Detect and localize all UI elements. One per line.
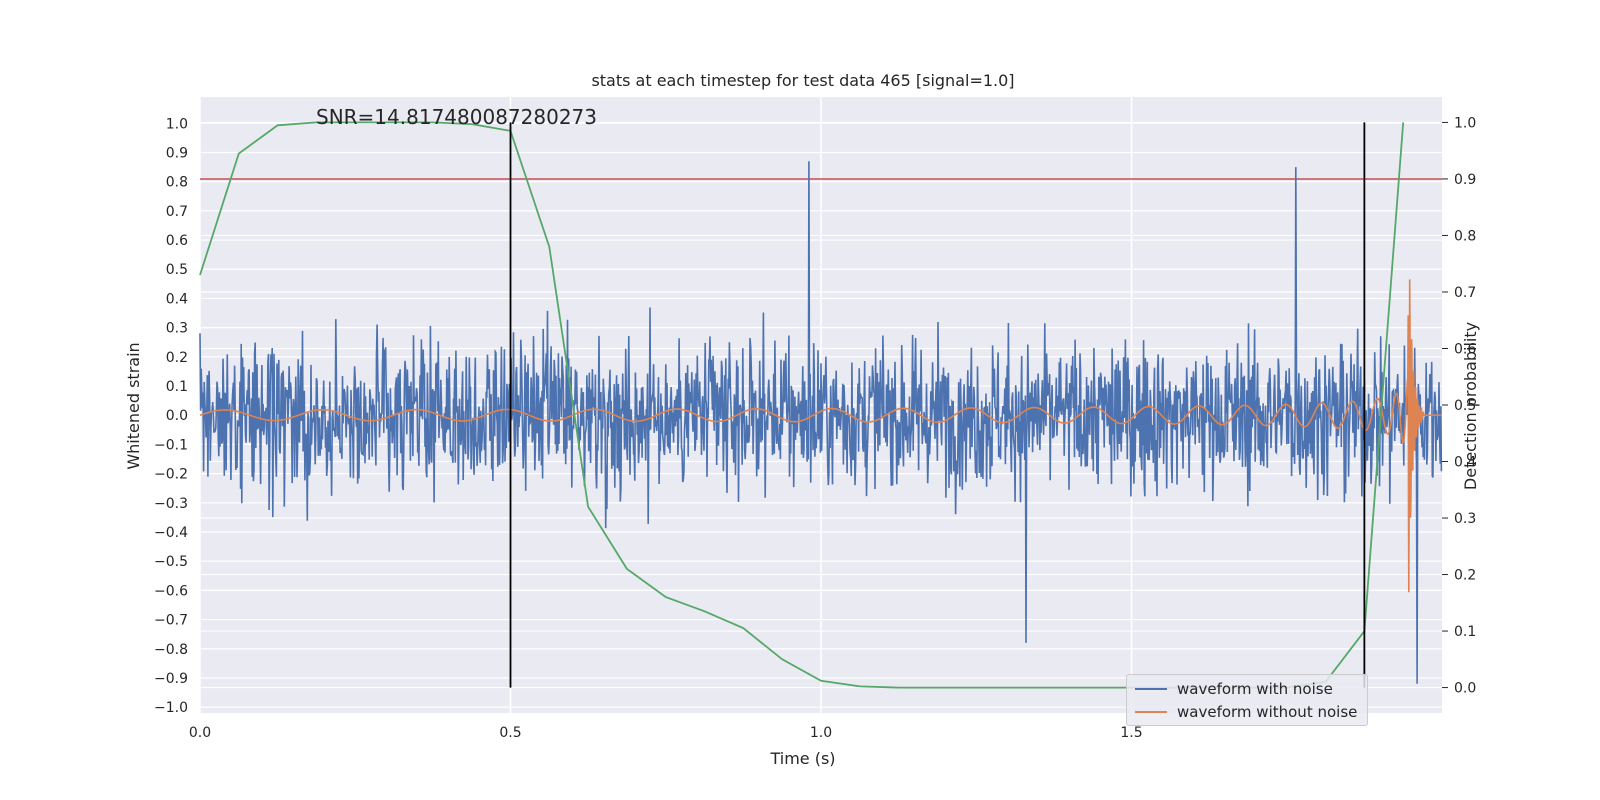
y-tick-label-right: 0.2: [1454, 568, 1476, 584]
y-tick-label-left: 0.3: [166, 321, 188, 337]
y-tick-label-left: −0.5: [154, 554, 188, 570]
y-tick-label-right: 0.5: [1454, 398, 1476, 414]
x-tick-label: 1.0: [810, 725, 832, 741]
y-tick-label-left: −0.6: [154, 583, 188, 599]
legend-label-noisy: waveform with noise: [1177, 680, 1333, 698]
snr-annotation: SNR=14.817480087280273: [316, 105, 597, 129]
y-tick-label-left: 0.1: [166, 379, 188, 395]
y-tick-label-left: −0.7: [154, 613, 188, 629]
y-tick-label-right: 0.0: [1454, 681, 1476, 697]
y-tick-label-left: −0.9: [154, 671, 188, 687]
y-tick-label-left: 0.2: [166, 350, 188, 366]
y-tick-label-right: 0.1: [1454, 624, 1476, 640]
y-tick-label-left: 0.8: [166, 175, 188, 191]
x-axis-label: Time (s): [769, 749, 835, 768]
legend-item-clean: waveform without noise: [1135, 702, 1357, 722]
legend-swatch-clean: [1135, 711, 1167, 713]
y-tick-label-right: 0.7: [1454, 285, 1476, 301]
y-tick-label-left: 1.0: [166, 116, 188, 132]
legend-label-clean: waveform without noise: [1177, 703, 1358, 721]
y-tick-label-left: −0.4: [154, 525, 188, 541]
y-tick-label-right: 0.6: [1454, 341, 1476, 357]
y-tick-label-right: 0.3: [1454, 511, 1476, 527]
marker-lines: [509, 122, 1366, 688]
x-tick-label: 0.0: [189, 725, 211, 741]
y-axis-right-label: Detection probability: [1461, 322, 1480, 490]
y-tick-label-right: 0.4: [1454, 455, 1476, 471]
legend: waveform with noise waveform without noi…: [1126, 674, 1368, 726]
series-line-waveform-without-noise: [199, 279, 1442, 593]
y-tick-label-left: −0.8: [154, 642, 188, 658]
y-tick-label-left: 0.7: [166, 204, 188, 220]
y-axis-left-label: Whitened strain: [124, 342, 143, 469]
x-axis-ticks: 0.0 0.5 1.0 1.5: [189, 725, 1143, 741]
y-tick-label-left: −0.1: [154, 437, 188, 453]
x-tick-label: 1.5: [1120, 725, 1142, 741]
series-line-waveform-with-noise: [199, 161, 1443, 684]
x-tick-label: 0.5: [499, 725, 521, 741]
y-tick-label-left: −0.2: [154, 467, 188, 483]
y-tick-label-left: 0.5: [166, 262, 188, 278]
y-tick-label-left: −1.0: [154, 700, 188, 716]
y-tick-label-left: 0.6: [166, 233, 188, 249]
y-axis-left-ticks: 1.0 0.9 0.8 0.7 0.6 0.5 0.4 0.3 0.2 0.1 0.0 −0.1 −0.…: [154, 116, 188, 716]
y-tick-label-right: 0.8: [1454, 228, 1476, 244]
y-tick-label-right: 1.0: [1454, 115, 1476, 131]
y-tick-label-left: −0.3: [154, 496, 188, 512]
y-tick-label-right: 0.9: [1454, 172, 1476, 188]
legend-item-noisy: waveform with noise: [1135, 679, 1333, 699]
y-tick-label-left: 0.9: [166, 145, 188, 161]
y-axis-right-ticks: 1.0 0.9 0.8 0.7 0.6 0.5 0.4 0.3 0.2 0.1 0.0: [1442, 115, 1476, 697]
y-tick-label-left: 0.4: [166, 291, 188, 307]
y-tick-label-left: 0.0: [166, 408, 188, 424]
chart-title: stats at each timestep for test data 465…: [591, 71, 1014, 90]
legend-swatch-noisy: [1135, 688, 1167, 690]
